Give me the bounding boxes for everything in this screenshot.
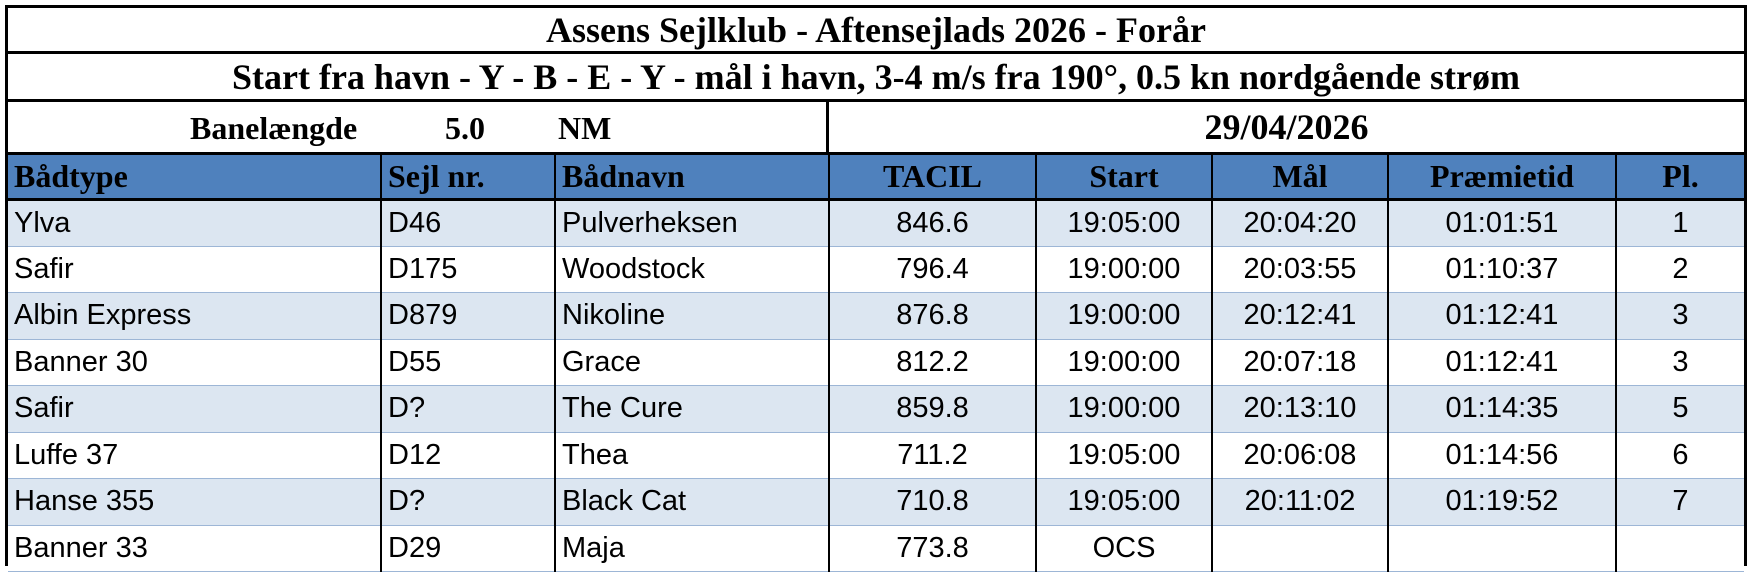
place-cell: 3 (1616, 339, 1744, 386)
sail-number-cell: D? (381, 385, 556, 433)
race-date: 29/04/2026 (1204, 107, 1369, 147)
corrected-time-cell: 01:10:37 (1388, 246, 1617, 293)
corrected-time-cell: 01:12:41 (1388, 292, 1617, 340)
col-header-boat-type: Bådtype (8, 152, 382, 201)
course-length-unit: NM (558, 110, 612, 146)
tacil-cell: 796.4 (829, 246, 1037, 293)
col-header-boat-name: Bådnavn (555, 152, 830, 201)
tacil-cell: 846.6 (829, 199, 1037, 247)
finish-cell: 20:07:18 (1212, 339, 1389, 386)
boat-type-cell: Safir (8, 246, 382, 293)
col-header-finish: Mål (1212, 152, 1389, 201)
sail-number-cell: D879 (381, 292, 556, 340)
table-row: Hanse 355 D? Black Cat 710.8 19:05:00 20:11:0… (8, 478, 1744, 526)
place-cell: 5 (1616, 385, 1744, 433)
table-row: Safir D? The Cure 859.8 19:00:00 20:13:10 01:1… (8, 385, 1744, 433)
finish-cell (1212, 525, 1389, 572)
results-sheet: Assens Sejlklub - Aftensejlads 2026 - Fo… (5, 5, 1747, 572)
col-header-start: Start (1036, 152, 1213, 201)
tacil-cell: 812.2 (829, 339, 1037, 386)
table-row: Ylva D46 Pulverheksen 846.6 19:05:00 20:04:20… (8, 199, 1744, 247)
sail-number-cell: D12 (381, 432, 556, 479)
tacil-cell: 710.8 (829, 478, 1037, 526)
corrected-time-cell: 01:12:41 (1388, 339, 1617, 386)
finish-cell: 20:06:08 (1212, 432, 1389, 479)
boat-type-cell: Albin Express (8, 292, 382, 340)
sail-number-cell: D55 (381, 339, 556, 386)
table-row: Albin Express D879 Nikoline 876.8 19:00:00 20… (8, 292, 1744, 340)
course-length-cell: Banelængde 5.0 NM (8, 102, 829, 152)
boat-name-cell: Nikoline (555, 292, 830, 340)
sail-number-cell: D29 (381, 525, 556, 572)
place-cell: 2 (1616, 246, 1744, 293)
boat-type-cell: Safir (8, 385, 382, 433)
course-length-label: Banelængde (190, 110, 358, 146)
boat-name-cell: The Cure (555, 385, 830, 433)
boat-name-cell: Black Cat (555, 478, 830, 526)
boat-name-cell: Thea (555, 432, 830, 479)
start-cell: 19:05:00 (1036, 432, 1213, 479)
place-cell: 6 (1616, 432, 1744, 479)
start-cell: 19:05:00 (1036, 478, 1213, 526)
corrected-time-cell: 01:14:56 (1388, 432, 1617, 479)
results-table: Bådtype Sejl nr. Bådnavn TACIL Start Mål… (8, 152, 1744, 572)
table-header-row: Bådtype Sejl nr. Bådnavn TACIL Start Mål… (8, 152, 1744, 201)
table-row: Safir D175 Woodstock 796.4 19:00:00 20:03:55 0… (8, 246, 1744, 293)
tacil-cell: 876.8 (829, 292, 1037, 340)
boat-name-cell: Woodstock (555, 246, 830, 293)
corrected-time-cell (1388, 525, 1617, 572)
finish-cell: 20:13:10 (1212, 385, 1389, 433)
start-cell: OCS (1036, 525, 1213, 572)
finish-cell: 20:03:55 (1212, 246, 1389, 293)
table-row: Luffe 37 D12 Thea 711.2 19:05:00 20:06:08 01:1… (8, 432, 1744, 479)
col-header-corrected-time: Præmietid (1388, 152, 1617, 201)
place-cell: 1 (1616, 199, 1744, 247)
tacil-cell: 773.8 (829, 525, 1037, 572)
boat-name-cell: Maja (555, 525, 830, 572)
course-description: Start fra havn - Y - B - E - Y - mål i h… (8, 54, 1744, 102)
col-header-tacil: TACIL (829, 152, 1037, 201)
finish-cell: 20:11:02 (1212, 478, 1389, 526)
corrected-time-cell: 01:14:35 (1388, 385, 1617, 433)
table-row: Banner 33 D29 Maja 773.8 OCS (8, 525, 1744, 572)
boat-type-cell: Banner 30 (8, 339, 382, 386)
table-row: Banner 30 D55 Grace 812.2 19:00:00 20:07:18 01… (8, 339, 1744, 386)
boat-name-cell: Grace (555, 339, 830, 386)
corrected-time-cell: 01:01:51 (1388, 199, 1617, 247)
sail-number-cell: D? (381, 478, 556, 526)
course-info-row: Banelængde 5.0 NM 29/04/2026 (8, 102, 1744, 152)
place-cell: 7 (1616, 478, 1744, 526)
start-cell: 19:00:00 (1036, 246, 1213, 293)
corrected-time-cell: 01:19:52 (1388, 478, 1617, 526)
start-cell: 19:00:00 (1036, 385, 1213, 433)
boat-type-cell: Banner 33 (8, 525, 382, 572)
boat-type-cell: Luffe 37 (8, 432, 382, 479)
col-header-place: Pl. (1616, 152, 1744, 201)
boat-type-cell: Ylva (8, 199, 382, 247)
sail-number-cell: D46 (381, 199, 556, 247)
tacil-cell: 711.2 (829, 432, 1037, 479)
course-length-value: 5.0 (445, 110, 485, 146)
place-cell: 3 (1616, 292, 1744, 340)
tacil-cell: 859.8 (829, 385, 1037, 433)
sail-number-cell: D175 (381, 246, 556, 293)
col-header-sail-number: Sejl nr. (381, 152, 556, 201)
finish-cell: 20:12:41 (1212, 292, 1389, 340)
boat-name-cell: Pulverheksen (555, 199, 830, 247)
start-cell: 19:00:00 (1036, 339, 1213, 386)
start-cell: 19:00:00 (1036, 292, 1213, 340)
results-body: Ylva D46 Pulverheksen 846.6 19:05:00 20:04:20… (8, 199, 1744, 572)
sheet-title: Assens Sejlklub - Aftensejlads 2026 - Fo… (8, 8, 1744, 54)
start-cell: 19:05:00 (1036, 199, 1213, 247)
finish-cell: 20:04:20 (1212, 199, 1389, 247)
boat-type-cell: Hanse 355 (8, 478, 382, 526)
place-cell (1616, 525, 1744, 572)
